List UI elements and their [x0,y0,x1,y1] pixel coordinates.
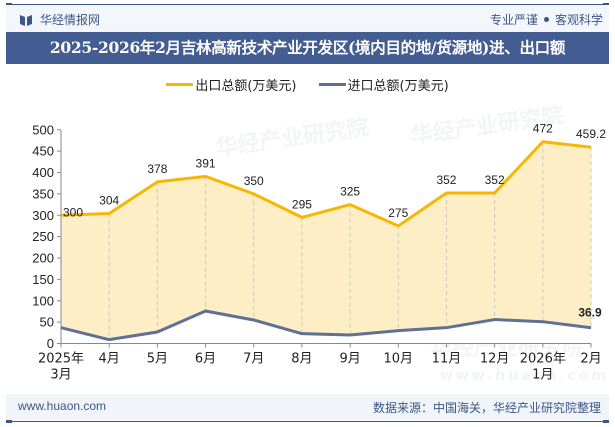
header: 华经情报网 专业严谨 客观科学 [6,5,609,32]
slogan: 专业严谨 客观科学 [490,11,603,28]
y-tick-label: 100 [32,293,54,308]
y-tick-label: 450 [32,144,54,159]
legend-label-import: 进口总额(万美元) [347,79,449,94]
y-tick-label: 150 [32,272,54,287]
x-tick-label: 10月 [383,352,413,367]
x-tick-label: 12月 [480,352,510,367]
x-tick-label: 4月 [99,352,120,367]
export-data-label: 350 [244,174,264,188]
import-area-fill [61,311,591,344]
bullet-dot-icon [543,17,549,22]
x-tick-label: 7月 [243,352,264,367]
x-tick-label: 5月 [147,352,168,367]
legend-item-export: 出口总额(万美元) [166,75,297,94]
slogan-right: 客观科学 [554,13,603,27]
x-tick-label: 3月 [50,368,71,383]
export-data-label: 391 [196,156,216,170]
import-data-label: 36.9 [578,306,602,320]
footer-source: 数据来源：中国海关，华经产业研究院整理 [372,401,601,415]
x-tick-label: 8月 [291,352,312,367]
footer: www.huaon.com 数据来源：中国海关，华经产业研究院整理 [6,394,609,420]
y-tick-label: 50 [40,315,54,330]
export-line-swatch-icon [166,83,194,86]
y-tick-label: 250 [32,229,54,244]
footer-website: www.huaon.com [18,399,107,413]
y-tick-label: 400 [32,165,54,180]
y-tick-label: 200 [32,251,54,266]
export-data-label: 378 [147,162,167,176]
x-tick-label: 9月 [339,352,360,367]
y-tick-label: 500 [32,122,54,137]
x-tick-label: 1月 [532,368,553,383]
export-area-fill [61,141,591,344]
x-tick-label: 6月 [195,352,216,367]
chart-legend: 出口总额(万美元) 进口总额(万美元) [0,75,615,94]
brand: 华经情报网 [20,11,100,28]
export-data-label: 352 [436,173,456,187]
y-tick-label: 0 [47,336,54,351]
export-data-label: 459.2 [576,127,606,141]
x-tick-label: 11月 [432,352,462,367]
export-data-label: 295 [292,197,312,211]
legend-label-export: 出口总额(万美元) [195,79,297,94]
export-data-label: 472 [533,122,553,136]
legend-item-import: 进口总额(万美元) [318,75,449,94]
brand-name: 华经情报网 [40,13,101,27]
book-logo-icon [20,14,32,26]
import-line [60,309,592,342]
y-tick-label: 300 [32,208,54,223]
chart-title: 2025-2026年2月吉林高新技术产业开发区(境内目的地/货源地)进、出口额 [6,32,609,64]
top-border-line [6,3,609,6]
x-tick-label: 2月 [580,352,601,367]
import-line-swatch-icon [318,83,346,86]
export-data-label: 300 [63,205,83,219]
export-data-label: 352 [485,173,505,187]
x-tick-label: 2026年 [520,352,566,367]
x-tick-label: 2025年 [38,352,84,367]
export-data-label: 325 [340,185,360,199]
export-line [60,140,592,228]
slogan-left: 专业严谨 [489,13,538,27]
export-data-label: 275 [388,206,408,220]
y-tick-label: 350 [32,186,54,201]
bottom-border-line [6,420,609,423]
export-data-label: 304 [99,194,119,208]
